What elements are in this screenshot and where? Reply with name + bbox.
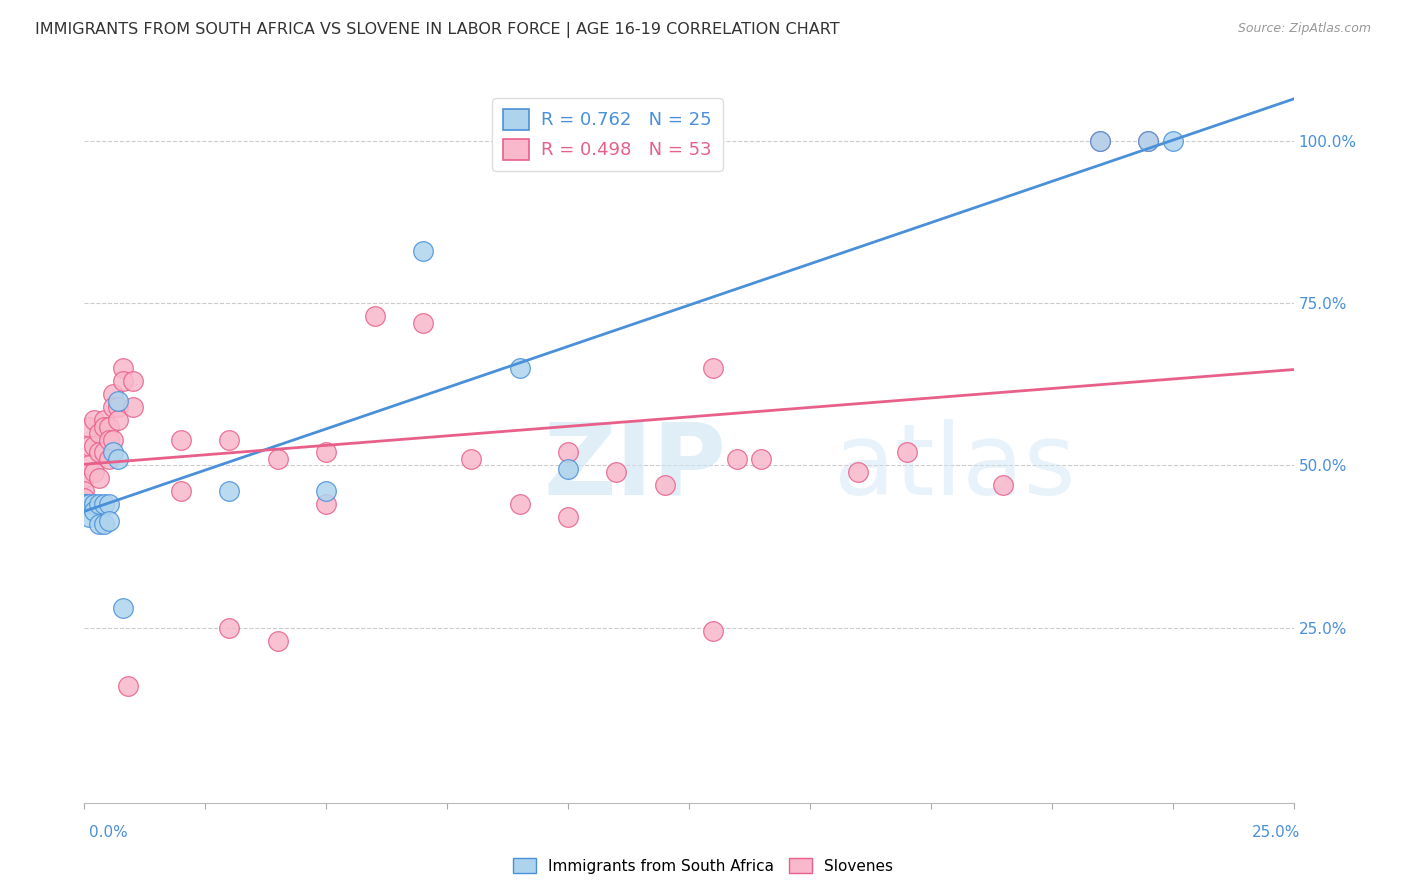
Point [107,393,129,408]
Legend: R = 0.762   N = 25, R = 0.498   N = 53: R = 0.762 N = 25, R = 0.498 N = 53 [492,98,723,170]
Point [112,601,135,615]
Point [73,471,96,485]
Point [97,433,120,447]
Point [77,510,100,524]
Point [112,374,135,388]
Point [93,419,115,434]
Point [117,679,139,693]
Point [170,484,193,499]
Point [73,497,96,511]
Point [73,497,96,511]
Point [103,387,125,401]
Point [170,433,193,447]
Text: atlas: atlas [834,419,1076,516]
Point [83,504,105,518]
Point [107,400,129,414]
Point [77,497,100,511]
Point [218,433,240,447]
Point [1137,134,1160,148]
Point [103,433,125,447]
Text: ZIP: ZIP [544,419,727,516]
Point [1137,134,1160,148]
Point [702,624,724,638]
Point [315,497,337,511]
Point [267,633,290,648]
Point [73,484,96,499]
Point [654,478,676,492]
Point [121,374,143,388]
Point [896,445,918,459]
Point [218,484,240,499]
Point [93,497,115,511]
Point [73,497,96,511]
Point [993,478,1015,492]
Point [509,361,531,376]
Point [1088,134,1111,148]
Point [87,516,110,531]
Point [93,445,115,459]
Point [509,497,531,511]
Point [73,491,96,505]
Point [1161,134,1184,148]
Point [315,445,337,459]
Point [87,497,110,511]
Point [83,439,105,453]
Point [97,419,120,434]
Point [557,510,579,524]
Point [846,465,869,479]
Point [87,425,110,440]
Point [121,400,143,414]
Legend: Immigrants from South Africa, Slovenes: Immigrants from South Africa, Slovenes [506,852,900,880]
Point [557,445,579,459]
Point [557,461,579,475]
Text: IMMIGRANTS FROM SOUTH AFRICA VS SLOVENE IN LABOR FORCE | AGE 16-19 CORRELATION C: IMMIGRANTS FROM SOUTH AFRICA VS SLOVENE … [35,22,839,38]
Point [87,445,110,459]
Point [97,452,120,467]
Point [725,452,748,467]
Point [460,452,482,467]
Point [77,439,100,453]
Point [751,452,773,467]
Point [83,497,105,511]
Point [103,445,125,459]
Text: Source: ZipAtlas.com: Source: ZipAtlas.com [1237,22,1371,36]
Point [97,497,120,511]
Point [83,465,105,479]
Point [97,514,120,528]
Point [112,361,135,376]
Text: 25.0%: 25.0% [1253,825,1301,840]
Point [1088,134,1111,148]
Point [87,471,110,485]
Point [107,413,129,427]
Point [83,413,105,427]
Point [363,310,385,324]
Point [412,244,434,259]
Point [93,516,115,531]
Point [315,484,337,499]
Point [93,413,115,427]
Text: 0.0%: 0.0% [89,825,128,840]
Point [77,458,100,473]
Point [267,452,290,467]
Point [77,419,100,434]
Point [103,400,125,414]
Point [605,465,627,479]
Point [218,621,240,635]
Point [702,361,724,376]
Point [412,316,434,330]
Point [107,452,129,467]
